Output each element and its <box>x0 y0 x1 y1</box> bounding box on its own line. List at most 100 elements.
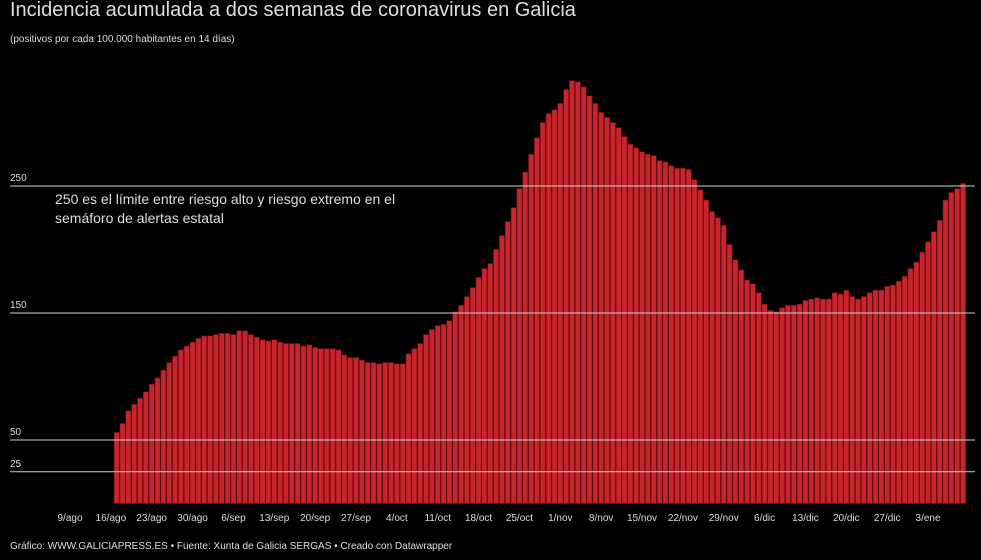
bar <box>370 362 377 504</box>
bar <box>732 259 739 504</box>
bar <box>644 153 651 504</box>
bar <box>294 343 301 504</box>
bar <box>166 362 173 504</box>
bar <box>574 81 581 504</box>
bar <box>411 348 418 504</box>
chart-subtitle: (positivos por cada 100.000 habitantes e… <box>10 34 235 45</box>
bar <box>300 345 307 504</box>
bar <box>137 397 143 504</box>
bar <box>598 112 605 504</box>
bar <box>907 268 914 504</box>
bar <box>808 298 815 504</box>
bar <box>878 289 885 504</box>
bar <box>831 292 838 504</box>
y-tick-label: 50 <box>10 427 22 438</box>
bar <box>750 283 756 504</box>
bar <box>242 330 249 504</box>
bar <box>341 354 348 504</box>
bar <box>201 335 208 504</box>
bar <box>738 269 745 504</box>
bar <box>329 348 336 504</box>
x-tick-label: 20/dic <box>833 513 860 524</box>
x-tick-label: 16/ago <box>96 513 127 524</box>
bar <box>142 391 149 504</box>
bar <box>148 383 155 504</box>
bar <box>633 147 640 504</box>
bar <box>843 289 850 504</box>
x-tick-label: 3/ene <box>916 513 941 524</box>
bar <box>837 293 844 504</box>
bar <box>177 349 184 504</box>
bar <box>306 344 313 504</box>
bar <box>119 423 126 504</box>
bar <box>942 199 949 504</box>
bar <box>318 348 324 504</box>
bar <box>569 80 575 504</box>
bar <box>288 343 295 504</box>
bar <box>382 362 389 504</box>
annotation: semáforo de alertas estatal <box>55 210 224 226</box>
bar <box>872 289 879 504</box>
bar <box>516 188 523 504</box>
x-tick-label: 30/ago <box>177 513 208 524</box>
bar <box>323 348 330 504</box>
bar <box>335 349 342 504</box>
bar <box>154 377 161 504</box>
bar <box>656 160 663 504</box>
x-tick-label: 22/nov <box>668 513 698 524</box>
bar <box>586 95 593 504</box>
bar <box>627 143 634 504</box>
bar <box>796 303 803 504</box>
bar <box>248 334 254 504</box>
x-tick-label: 23/ago <box>136 513 167 524</box>
bar <box>393 363 400 504</box>
bar <box>312 346 319 504</box>
bar <box>189 341 196 504</box>
bar <box>475 277 482 504</box>
bar <box>936 219 943 504</box>
x-tick-label: 25/oct <box>506 513 533 524</box>
bar <box>551 109 558 504</box>
bar <box>895 280 902 504</box>
bar <box>265 340 272 504</box>
bar <box>207 335 214 504</box>
bar <box>855 298 861 504</box>
bar <box>125 410 132 504</box>
x-tick-label: 18/oct <box>465 513 492 524</box>
bar <box>802 299 809 504</box>
bar <box>913 261 920 504</box>
x-tick-label: 6/sep <box>221 513 246 524</box>
bar <box>353 357 359 504</box>
x-tick-label: 13/sep <box>259 513 289 524</box>
x-tick-label: 13/dic <box>792 513 819 524</box>
bar <box>691 179 698 504</box>
bar <box>580 86 587 504</box>
bar <box>522 171 529 504</box>
bar <box>405 353 412 504</box>
bar <box>499 235 505 504</box>
bar <box>434 325 441 504</box>
bar <box>504 221 511 504</box>
bar <box>925 241 931 504</box>
bar <box>446 320 453 504</box>
bar <box>423 334 429 504</box>
x-tick-label: 9/ago <box>57 513 82 524</box>
bar <box>761 303 768 504</box>
bar <box>814 297 821 504</box>
y-tick-label: 250 <box>10 173 27 184</box>
y-tick-label: 150 <box>10 300 27 311</box>
bar <box>866 292 873 504</box>
bar <box>674 167 680 504</box>
bar <box>697 189 704 504</box>
bar <box>563 89 570 504</box>
bar <box>277 341 284 504</box>
bar <box>930 231 937 504</box>
bar <box>358 359 365 504</box>
bar <box>639 151 645 504</box>
x-tick-label: 15/nov <box>627 513 657 524</box>
bar <box>615 127 622 504</box>
bar <box>884 286 891 504</box>
bars <box>113 80 966 504</box>
bar <box>890 284 896 504</box>
bar <box>860 296 867 504</box>
